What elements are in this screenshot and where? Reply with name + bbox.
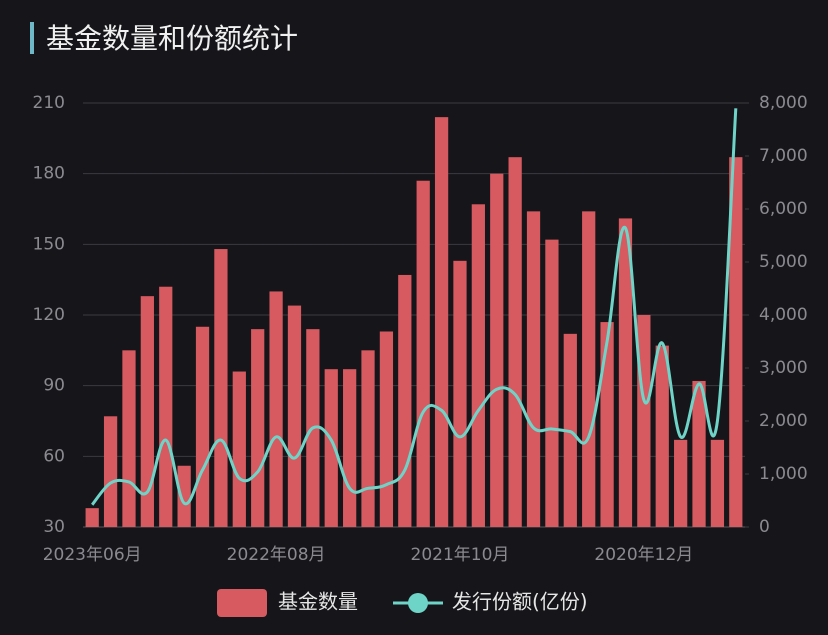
x-tick-label: 2021年10月 bbox=[411, 545, 510, 565]
y-tick-label: 90 bbox=[43, 376, 65, 396]
bar bbox=[710, 439, 725, 527]
bar bbox=[526, 211, 541, 527]
bar bbox=[361, 350, 375, 527]
x-tick-label: 2022年08月 bbox=[227, 545, 326, 565]
legend-label: 发行份额(亿份) bbox=[452, 590, 588, 614]
bar bbox=[637, 315, 651, 527]
bar bbox=[122, 350, 136, 527]
y-tick-label: 30 bbox=[43, 517, 65, 537]
y-tick-label: 120 bbox=[33, 305, 65, 325]
y-tick-label: 180 bbox=[33, 164, 65, 184]
bar bbox=[655, 345, 669, 527]
bar bbox=[490, 173, 504, 527]
bar bbox=[379, 331, 394, 527]
bar bbox=[453, 260, 467, 527]
y2-tick-label: 4,000 bbox=[759, 305, 808, 325]
bar bbox=[582, 211, 596, 527]
bar bbox=[692, 380, 706, 527]
y2-tick-label: 5,000 bbox=[759, 252, 808, 272]
legend-label: 基金数量 bbox=[278, 590, 358, 614]
bar bbox=[140, 296, 154, 527]
y2-tick-label: 2,000 bbox=[759, 411, 808, 431]
bar bbox=[674, 439, 688, 527]
y2-tick-label: 3,000 bbox=[759, 358, 808, 378]
bar bbox=[600, 322, 614, 527]
bar bbox=[434, 117, 449, 527]
legend-swatch bbox=[408, 593, 428, 613]
bar bbox=[159, 286, 173, 527]
bar bbox=[195, 326, 210, 527]
y2-tick-label: 0 bbox=[759, 517, 770, 537]
y-tick-label: 60 bbox=[43, 446, 65, 466]
bar bbox=[85, 508, 99, 527]
bar bbox=[416, 180, 430, 527]
bar bbox=[269, 291, 283, 527]
y-tick-label: 150 bbox=[33, 234, 65, 254]
bar bbox=[508, 157, 522, 527]
y2-tick-label: 6,000 bbox=[759, 199, 808, 219]
bar bbox=[214, 249, 228, 528]
bar bbox=[545, 239, 559, 527]
line bbox=[91, 108, 738, 506]
bar bbox=[398, 274, 412, 527]
x-tick-label: 2020年12月 bbox=[594, 545, 693, 565]
legend-swatch bbox=[217, 589, 267, 617]
bar bbox=[729, 157, 743, 527]
y2-tick-label: 8,000 bbox=[759, 93, 808, 113]
bar bbox=[177, 465, 191, 527]
bar bbox=[471, 204, 485, 528]
bar bbox=[618, 218, 633, 527]
bar bbox=[232, 371, 246, 527]
bar bbox=[343, 369, 357, 527]
bar bbox=[103, 416, 118, 527]
bar bbox=[251, 329, 265, 527]
chart-title: 基金数量和份额统计 bbox=[46, 22, 298, 55]
bar bbox=[324, 369, 338, 527]
bar bbox=[287, 305, 302, 527]
y2-tick-label: 1,000 bbox=[759, 464, 808, 484]
title-accent bbox=[30, 22, 34, 54]
y-tick-label: 210 bbox=[33, 93, 65, 113]
x-tick-label: 2023年06月 bbox=[43, 545, 142, 565]
y2-tick-label: 7,000 bbox=[759, 146, 808, 166]
